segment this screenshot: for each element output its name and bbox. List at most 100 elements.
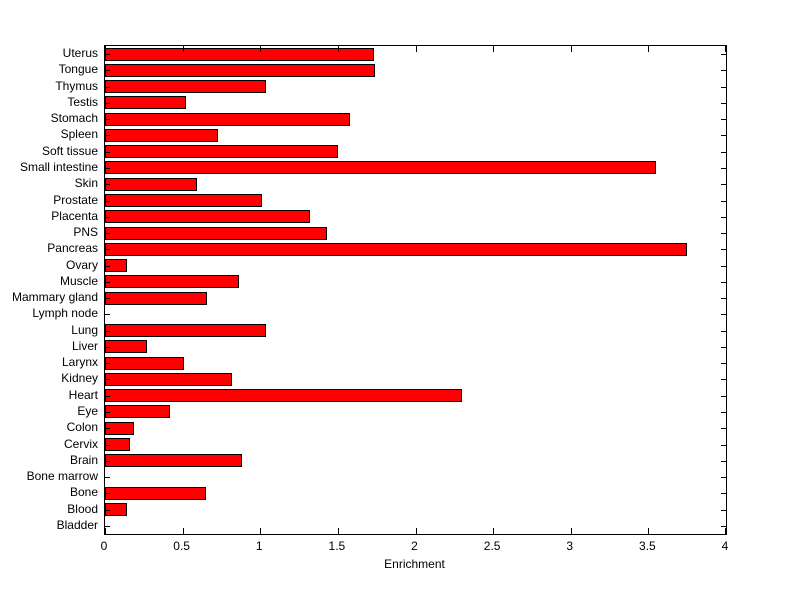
y-tick bbox=[105, 168, 110, 169]
x-tick-label: 4 bbox=[721, 539, 729, 553]
category-label-pancreas: Pancreas bbox=[47, 241, 98, 256]
y-tick bbox=[105, 200, 110, 202]
bar-skin bbox=[105, 177, 197, 191]
category-label-blood: Blood bbox=[67, 501, 98, 516]
x-tick bbox=[337, 528, 339, 534]
category-label-lung: Lung bbox=[71, 322, 98, 337]
bar-kidney bbox=[105, 372, 233, 386]
x-tick-label: 2.5 bbox=[483, 539, 501, 553]
x-tick bbox=[648, 528, 650, 534]
x-tick bbox=[493, 528, 495, 534]
bar-testis bbox=[105, 96, 186, 110]
bar-cervix bbox=[105, 438, 130, 452]
bar-brain bbox=[105, 454, 242, 468]
category-label-testis: Testis bbox=[67, 94, 98, 109]
bar-liver bbox=[105, 340, 147, 354]
y-tick bbox=[105, 265, 110, 267]
x-tick bbox=[415, 528, 417, 534]
bar-tongue bbox=[105, 63, 376, 77]
bar-eye bbox=[105, 405, 171, 419]
y-tick bbox=[721, 265, 726, 267]
bar-uterus bbox=[105, 47, 374, 61]
bar-lung bbox=[105, 324, 267, 338]
y-tick bbox=[721, 525, 726, 527]
y-tick bbox=[721, 477, 726, 479]
y-tick bbox=[105, 233, 110, 235]
category-label-mammary-gland: Mammary gland bbox=[11, 290, 98, 305]
category-label-colon: Colon bbox=[66, 420, 98, 435]
x-tick bbox=[570, 46, 572, 52]
y-tick bbox=[105, 346, 110, 348]
y-tick bbox=[105, 330, 110, 332]
bar-ovary bbox=[105, 259, 127, 273]
category-label-ovary: Ovary bbox=[65, 257, 98, 272]
category-label-bladder: Bladder bbox=[56, 517, 98, 532]
bar-colon bbox=[105, 421, 135, 435]
category-label-soft-tissue: Soft tissue bbox=[41, 143, 98, 158]
category-label-stomach: Stomach bbox=[50, 111, 98, 126]
y-tick bbox=[105, 363, 110, 365]
x-tick bbox=[725, 528, 726, 534]
y-tick bbox=[721, 233, 726, 235]
bar-prostate bbox=[105, 194, 262, 208]
y-tick bbox=[721, 216, 726, 218]
bar-stomach bbox=[105, 112, 351, 126]
y-tick bbox=[721, 281, 726, 283]
y-tick bbox=[721, 135, 726, 137]
y-tick bbox=[721, 151, 726, 153]
bar-bone bbox=[105, 486, 206, 500]
x-tick bbox=[105, 528, 106, 534]
y-tick bbox=[721, 86, 726, 88]
x-tick bbox=[105, 46, 106, 52]
x-tick-label: 3.5 bbox=[639, 539, 656, 553]
x-tick bbox=[182, 46, 184, 52]
y-tick bbox=[721, 119, 726, 121]
y-tick bbox=[721, 493, 726, 495]
category-label-skin: Skin bbox=[74, 176, 98, 191]
y-tick bbox=[105, 395, 110, 397]
bar-heart bbox=[105, 389, 463, 403]
bar-mammary-gland bbox=[105, 291, 208, 305]
y-tick bbox=[721, 395, 726, 397]
bar-pns bbox=[105, 226, 327, 240]
category-label-spleen: Spleen bbox=[60, 127, 98, 142]
x-tick bbox=[260, 46, 262, 52]
category-label-bone: Bone bbox=[69, 485, 98, 500]
category-label-small-intestine: Small intestine bbox=[19, 160, 98, 174]
category-label-kidney: Kidney bbox=[61, 371, 98, 386]
x-tick bbox=[337, 46, 339, 52]
y-tick bbox=[105, 184, 110, 186]
y-tick bbox=[721, 70, 726, 72]
category-label-prostate: Prostate bbox=[53, 192, 98, 207]
category-label-pns: PNS bbox=[73, 225, 98, 240]
x-tick bbox=[182, 528, 184, 534]
y-tick bbox=[105, 54, 110, 56]
y-tick bbox=[105, 216, 110, 218]
y-tick bbox=[721, 298, 726, 300]
y-tick bbox=[721, 168, 726, 169]
y-tick bbox=[105, 151, 110, 153]
y-tick bbox=[105, 314, 110, 316]
y-tick bbox=[105, 119, 110, 121]
y-tick bbox=[105, 135, 110, 137]
bar-placenta bbox=[105, 210, 310, 224]
x-tick-label: 1.5 bbox=[328, 539, 346, 553]
category-label-thymus: Thymus bbox=[55, 78, 98, 93]
x-tick-label: 0.5 bbox=[173, 539, 190, 553]
bar-spleen bbox=[105, 128, 219, 142]
y-tick bbox=[721, 363, 726, 365]
y-tick bbox=[105, 281, 110, 283]
plot-area bbox=[104, 45, 727, 535]
y-tick bbox=[721, 346, 726, 348]
bar-thymus bbox=[105, 80, 267, 94]
x-tick bbox=[493, 46, 495, 52]
y-tick bbox=[105, 379, 110, 381]
category-label-brain: Brain bbox=[69, 452, 98, 467]
y-tick bbox=[105, 509, 110, 511]
y-tick bbox=[721, 509, 726, 511]
x-tick bbox=[415, 46, 417, 52]
x-tick bbox=[648, 46, 650, 52]
x-axis-title: Enrichment bbox=[384, 557, 445, 571]
y-tick bbox=[105, 444, 110, 446]
x-tick bbox=[570, 528, 572, 534]
